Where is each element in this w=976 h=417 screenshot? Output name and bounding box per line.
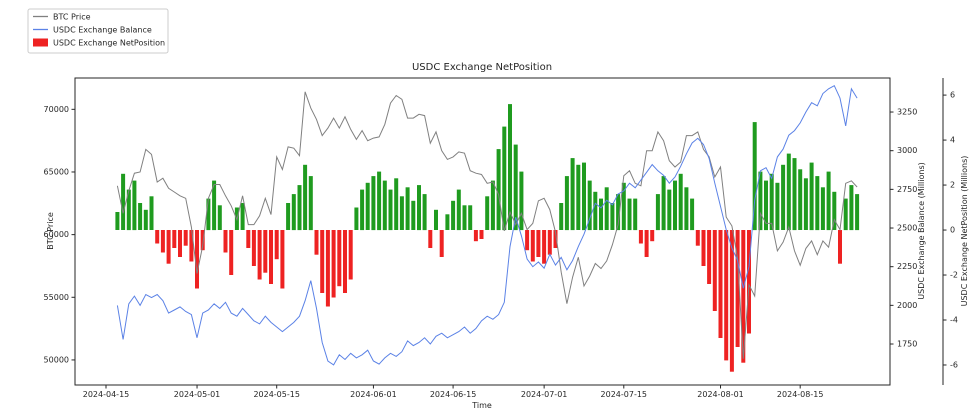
svg-text:-2: -2 — [950, 271, 958, 280]
svg-text:55000: 55000 — [44, 293, 69, 302]
svg-text:-4: -4 — [950, 316, 958, 325]
legend-label-btc-price: BTC Price — [53, 13, 91, 22]
right-netposition-axis-label: USDC Exchange NetPosition (Millions) — [960, 156, 969, 307]
price-balance-lines — [116, 85, 858, 366]
svg-text:2000: 2000 — [897, 301, 917, 310]
left-axis-label: BTC Price — [46, 212, 55, 250]
svg-text:0: 0 — [950, 226, 955, 235]
svg-text:2500: 2500 — [897, 224, 917, 233]
legend-label-netposition: USDC Exchange NetPosition — [53, 39, 165, 48]
right-balance-axis-label: USDC Exchange Balance (Millions) — [917, 162, 926, 299]
netposition-bars — [115, 104, 860, 372]
svg-text:2750: 2750 — [897, 185, 917, 194]
x-axis-label: Time — [471, 401, 492, 410]
axes: 50000 55000 60000 65000 70000 1750 2000 2250 250… — [44, 77, 958, 399]
svg-text:6: 6 — [950, 91, 955, 100]
svg-text:1750: 1750 — [897, 340, 917, 349]
svg-text:-6: -6 — [950, 360, 958, 369]
svg-text:2024-06-01: 2024-06-01 — [350, 390, 397, 399]
svg-text:2024-04-15: 2024-04-15 — [83, 390, 130, 399]
svg-text:2024-06-15: 2024-06-15 — [430, 390, 477, 399]
svg-text:3000: 3000 — [897, 146, 917, 155]
svg-text:2: 2 — [950, 181, 955, 190]
svg-text:2024-07-01: 2024-07-01 — [521, 390, 568, 399]
netposition-patch-swatch — [33, 38, 48, 47]
svg-text:70000: 70000 — [44, 105, 69, 114]
svg-text:2024-05-01: 2024-05-01 — [174, 390, 221, 399]
svg-text:2024-05-15: 2024-05-15 — [253, 390, 300, 399]
svg-text:65000: 65000 — [44, 167, 69, 176]
svg-text:2024-08-15: 2024-08-15 — [777, 390, 824, 399]
svg-text:60000: 60000 — [44, 230, 69, 239]
svg-text:3250: 3250 — [897, 108, 917, 117]
svg-text:2250: 2250 — [897, 262, 917, 271]
legend-label-balance: USDC Exchange Balance — [53, 26, 152, 35]
svg-text:2024-07-15: 2024-07-15 — [601, 390, 648, 399]
svg-text:4: 4 — [950, 136, 955, 145]
legend: BTC Price USDC Exchange Balance USDC Exc… — [27, 8, 169, 54]
svg-text:50000: 50000 — [44, 355, 69, 364]
chart-title: USDC Exchange NetPosition — [412, 62, 552, 73]
svg-text:2024-08-01: 2024-08-01 — [697, 390, 744, 399]
legend-box — [27, 8, 169, 54]
